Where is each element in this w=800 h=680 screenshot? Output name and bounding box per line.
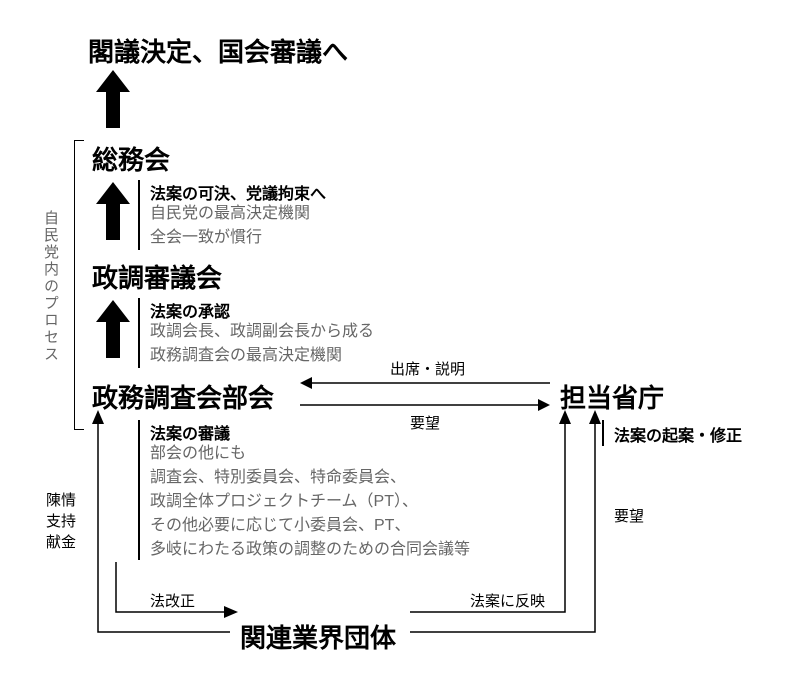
label-houkaisei: 法改正: [150, 590, 195, 611]
label-process: 自民党内のプロセス: [40, 210, 61, 363]
seicho-sub-bold: 法案の承認: [150, 298, 230, 322]
tantou-sub-bold: 法案の起案・修正: [614, 422, 742, 446]
bracket-process: [74, 140, 84, 430]
arrow-seicho-to-somukai: [96, 182, 130, 240]
node-gyokai: 関連業界団体: [240, 618, 396, 655]
divider-somukai: [138, 180, 140, 250]
seicho-sub-lines: 政調会長、政調副会長から成る 政務調査会の最高決定機関: [150, 320, 374, 368]
arrow-somukai-to-top: [96, 70, 130, 128]
node-seicho: 政調審議会: [92, 258, 222, 295]
label-shusseki: 出席・説明: [390, 358, 465, 379]
divider-seicho: [138, 298, 140, 368]
label-youbou-right: 要望: [614, 505, 644, 526]
somukai-sub-bold: 法案の可決、党議拘束へ: [150, 180, 326, 204]
arrow-gyokai-to-tantou-youbou: [410, 410, 610, 640]
arrow-bukai-to-seicho: [96, 300, 130, 358]
node-somukai: 総務会: [92, 140, 170, 177]
node-top: 閣議決定、国会審議へ: [88, 32, 348, 69]
label-chinjo: 陳情 支持 献金: [46, 490, 76, 553]
somukai-sub-lines: 自民党の最高決定機関 全会一致が慣行: [150, 202, 310, 250]
